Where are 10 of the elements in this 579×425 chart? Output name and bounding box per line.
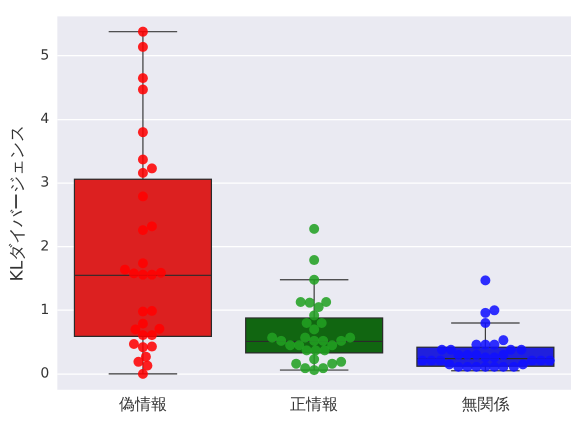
y-tick-label: 4: [40, 111, 50, 128]
y-tick-label: 3: [40, 174, 50, 191]
x-tick-label: 正情報: [290, 394, 338, 414]
y-tick-label: 2: [40, 238, 50, 254]
y-tick-label: 1: [40, 302, 50, 318]
x-tick-label: 偽情報: [118, 394, 167, 414]
y-tick-label: 0: [40, 366, 50, 382]
x-tick-label: 無関係: [461, 394, 510, 414]
y-axis-title: KLダイバージェンス: [8, 124, 28, 282]
y-tick-label: 5: [40, 47, 50, 64]
